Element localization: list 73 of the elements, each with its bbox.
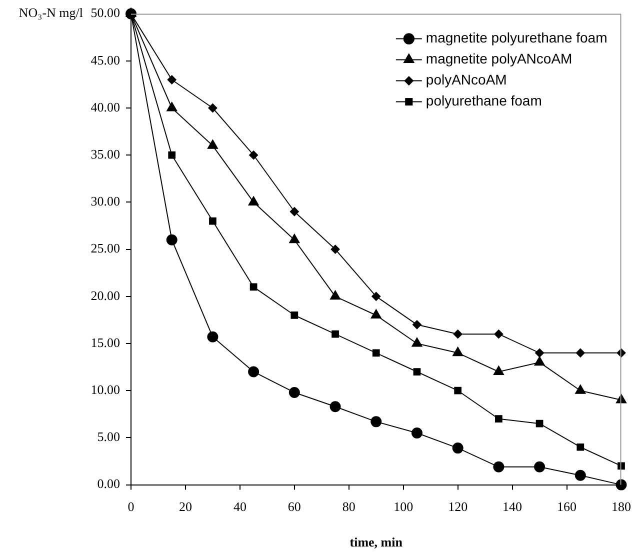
point [330, 401, 341, 412]
legend-label: magnetite polyurethane foam [426, 30, 608, 46]
point [616, 394, 627, 404]
x-axis-title: time, min [350, 534, 404, 550]
point [248, 366, 260, 378]
point [494, 330, 504, 339]
point [167, 75, 176, 84]
y-tick-label: 5.00 [97, 429, 120, 444]
point [535, 348, 544, 358]
point [370, 416, 382, 428]
legend-label: magnetite polyANcoAM [426, 50, 572, 67]
point [412, 320, 422, 330]
y-tick-label: 50.00 [90, 5, 120, 20]
point [166, 234, 178, 246]
point [249, 150, 258, 160]
point [168, 151, 176, 159]
legend-label: polyANcoAM [426, 72, 507, 88]
point [290, 312, 298, 319]
point [332, 330, 339, 338]
point [454, 386, 462, 394]
y-tick-label: 40.00 [90, 99, 120, 114]
x-tick-label: 60 [288, 499, 301, 514]
point [536, 420, 544, 428]
point [576, 348, 585, 358]
point [534, 356, 545, 366]
x-tick-label: 100 [394, 499, 414, 514]
point [493, 366, 504, 376]
point [534, 461, 546, 472]
point [452, 346, 464, 356]
point [289, 234, 300, 244]
point [413, 368, 421, 376]
point [207, 140, 218, 149]
point [330, 244, 340, 254]
x-tick-label: 160 [557, 499, 577, 514]
y-tick-label: 20.00 [90, 288, 120, 303]
point [453, 330, 462, 339]
y-tick-label: 10.00 [90, 382, 120, 398]
point [372, 292, 381, 301]
y-tick-label: 15.00 [90, 334, 120, 350]
point [208, 104, 218, 112]
point [452, 442, 464, 454]
point [207, 331, 218, 342]
x-tick-label: 140 [502, 499, 522, 514]
y-axis-title: NO₃-N mg/l [18, 5, 84, 20]
y-tick-label: 45.00 [90, 52, 120, 68]
point [575, 384, 586, 394]
y-tick-label: 25.00 [90, 240, 120, 256]
point [330, 290, 341, 300]
y-tick-label: 35.00 [90, 146, 120, 162]
x-tick-label: 0 [128, 499, 134, 514]
x-tick-label: 80 [342, 499, 356, 514]
point [248, 196, 259, 206]
x-tick-label: 180 [612, 499, 631, 514]
point [209, 217, 216, 225]
point [372, 349, 380, 357]
point [411, 427, 422, 438]
x-tick-label: 120 [448, 499, 468, 514]
point [574, 470, 586, 481]
point [166, 102, 178, 112]
point [290, 207, 299, 216]
x-tick-label: 40 [233, 499, 246, 514]
point [495, 415, 502, 423]
point [288, 386, 300, 398]
x-tick-label: 20 [178, 499, 192, 514]
y-tick-label: 0.00 [97, 476, 120, 492]
point [370, 309, 382, 318]
point [250, 283, 258, 291]
point [412, 338, 422, 347]
y-tick-label: 30.00 [90, 194, 120, 209]
legend-label: polyurethane foam [426, 92, 542, 109]
point [493, 461, 504, 472]
point [576, 443, 584, 451]
point [616, 479, 627, 490]
